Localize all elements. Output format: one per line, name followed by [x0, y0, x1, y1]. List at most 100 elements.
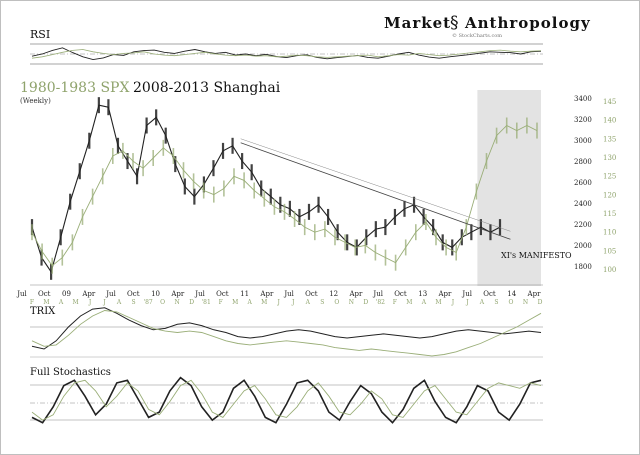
price-series [30, 97, 538, 280]
x-bottom-tick: N [349, 299, 354, 306]
spx-tick-label: 145 [603, 98, 616, 106]
x-bottom-tick: J [465, 299, 469, 306]
manifesto-annotation: XI's MANIFESTO [501, 251, 572, 260]
x-bottom-tick: M [232, 299, 238, 306]
x-top-tick: Oct [38, 290, 51, 298]
shanghai-tick-label: 2200 [574, 221, 592, 229]
spx-tick-label: 100 [603, 266, 616, 274]
spx-tick-label: 110 [603, 229, 616, 237]
x-top-tick: Oct [483, 290, 496, 298]
spx-tick-label: 140 [603, 117, 616, 125]
shanghai-tick-label: 2400 [574, 200, 592, 208]
rsi-panel: RSI [30, 28, 543, 65]
x-bottom-tick: '82 [376, 299, 385, 306]
x-top-tick: Jul [16, 290, 27, 298]
x-bottom-tick: F [30, 299, 34, 306]
x-top-tick: 12 [329, 290, 338, 298]
series-line-1980-1983-spx [31, 47, 542, 61]
x-bottom-tick: N [523, 299, 528, 306]
shanghai-tick-label: 3400 [574, 95, 592, 103]
spx-tick-label: 120 [603, 191, 616, 199]
x-top-tick: Oct [305, 290, 318, 298]
forecast-shaded-region [477, 90, 541, 286]
brand-logo: Market § Anthropology © StockCharts.com [384, 13, 591, 39]
x-bottom-tick: D [538, 299, 543, 306]
shanghai-tick-label: 2000 [574, 242, 592, 250]
x-axis-bottom: F M A M J J A S '87 O N D '81 F M A M J J A S O N D '82 F M A M J J A S O… [30, 299, 543, 306]
spx-tick-label: 130 [603, 154, 616, 162]
x-top-tick: Oct [127, 290, 140, 298]
stoch-series [31, 376, 542, 424]
price-line-spx [31, 124, 538, 267]
series-line-1980-1983-spx [31, 307, 542, 350]
spx-axis: 145 140 135 130 125 120 115 110 105 100 [603, 98, 616, 274]
downtrend-line [240, 142, 511, 240]
x-bottom-tick: M [43, 299, 49, 306]
trix-series [31, 307, 542, 357]
x-bottom-tick: O [160, 299, 165, 306]
x-bottom-tick: J [88, 299, 92, 306]
x-top-tick: Jul [372, 290, 383, 298]
x-bottom-tick: M [72, 299, 78, 306]
stoch-panel: Full Stochastics [30, 367, 543, 424]
x-bottom-tick: A [479, 299, 485, 306]
series-line-1980-1983-spx [31, 376, 542, 424]
x-bottom-tick: F [393, 299, 397, 306]
shanghai-tick-label: 2600 [574, 179, 592, 187]
spx-tick-label: 125 [603, 173, 616, 181]
x-top-tick: 10 [151, 290, 160, 298]
x-bottom-tick: A [305, 299, 311, 306]
x-top-tick: Oct [394, 290, 407, 298]
x-top-tick: Oct [216, 290, 229, 298]
x-bottom-tick: J [102, 299, 106, 306]
x-top-tick: Apr [81, 290, 96, 298]
x-top-tick: Apr [259, 290, 274, 298]
x-bottom-tick: S [494, 299, 498, 306]
x-bottom-tick: F [219, 299, 223, 306]
x-top-tick: 13 [418, 290, 427, 298]
brand-amp-icon: § [450, 13, 459, 33]
x-bottom-tick: M [406, 299, 412, 306]
x-bottom-tick: A [116, 299, 122, 306]
x-bottom-tick: S [132, 299, 136, 306]
brand-right: Anthropology [464, 14, 591, 32]
downtrend-line-upper [240, 138, 511, 232]
x-top-tick: Apr [170, 290, 185, 298]
x-axis-top: Jul Oct 09 Apr Jul Oct 10 Apr Jul Oct 11 Apr Jul Oct 1… [16, 290, 541, 298]
x-bottom-tick: M [435, 299, 441, 306]
x-bottom-tick: J [451, 299, 455, 306]
stoch-title: Full Stochastics [30, 367, 111, 378]
spx-tick-label: 115 [603, 210, 616, 218]
x-bottom-tick: M [261, 299, 267, 306]
spx-title: 1980-1983 SPX [20, 80, 129, 96]
x-top-tick: Jul [283, 290, 294, 298]
x-top-tick: 14 [507, 290, 516, 298]
weekly-subtitle: (Weekly) [20, 97, 51, 105]
x-top-tick: Jul [461, 290, 472, 298]
x-bottom-tick: J [277, 299, 281, 306]
rsi-title: RSI [30, 28, 50, 41]
rsi-series [31, 47, 542, 61]
series-line-2008-2013-shanghai [31, 310, 542, 357]
x-bottom-tick: A [421, 299, 427, 306]
x-bottom-tick: D [363, 299, 368, 306]
shanghai-axis: 3400 3200 3000 2800 2600 2400 2200 2000 1800 [574, 95, 592, 271]
x-bottom-tick: O [509, 299, 514, 306]
price-line-shanghai [31, 104, 501, 274]
trix-title: TRIX [30, 306, 56, 317]
x-bottom-tick: D [189, 299, 194, 306]
x-top-tick: 09 [62, 290, 71, 298]
shanghai-tick-label: 1800 [574, 263, 592, 271]
x-top-tick: Apr [348, 290, 363, 298]
x-bottom-tick: N [175, 299, 180, 306]
trix-panel: TRIX [30, 306, 543, 358]
shanghai-tick-label: 3200 [574, 116, 592, 124]
x-top-tick: Apr [527, 290, 542, 298]
x-top-tick: Apr [438, 290, 453, 298]
x-top-tick: Jul [105, 290, 116, 298]
x-top-tick: 11 [240, 290, 249, 298]
source-label: © StockCharts.com [452, 32, 502, 39]
shanghai-tick-label: 3000 [574, 137, 592, 145]
